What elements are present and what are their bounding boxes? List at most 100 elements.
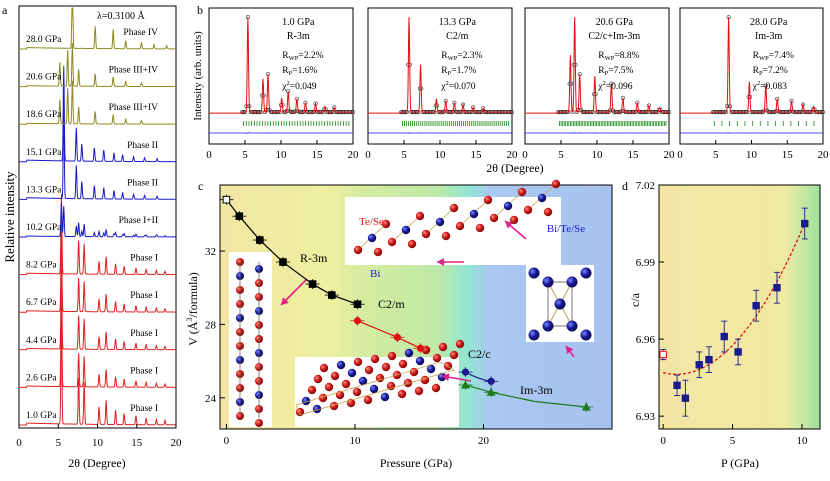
observed-point [332,105,337,110]
difference-curve [525,132,669,134]
x-tick-label: 20 [171,437,183,449]
data-point [801,219,809,228]
pressure-label: 28.0 GPa [750,17,788,28]
atom-te-se [517,187,527,197]
atom-bi [554,298,566,310]
x-tick-label: 0 [16,437,22,449]
phase-label: Phase I [130,366,158,376]
atom-bi [347,368,357,378]
x-tick-label: 15 [628,149,640,161]
label-te-se: Te/Se [359,216,384,228]
phase-label: C2/m [446,31,468,42]
data-point [734,348,742,356]
fit-metric: χ2=0.070 [440,80,475,92]
pressure-label: 1.0 GPa [282,17,315,28]
atom-te-se [387,351,397,361]
phase-label: Phase II [127,178,158,188]
x-tick-label: 15 [131,437,143,449]
fit-metric: RWP=8.8% [598,51,639,62]
atom-te-se [523,205,533,215]
atom-bi [566,320,578,332]
x-tick-label: 10 [276,149,288,161]
atom-bi [415,356,425,366]
x-tick-label: 5 [558,149,564,161]
atom-bi [528,329,540,341]
atom-bi [312,404,322,414]
atom-bi [537,193,547,203]
structure-inset [229,252,272,427]
xrd-pattern [19,7,176,50]
atom-te-se [324,382,334,392]
atom-te-se [329,401,339,411]
x-tick-label: 10 [92,437,104,449]
refinement-subplot: 0 5 10 15 20 28.0 GPa Im-3m RWP=7.4% RP=7.2% χ2=0… [677,7,830,161]
atom-bi [336,360,346,370]
series-label: C2/m [378,297,405,311]
label-bi-te-se: Bi/Te/Se [547,223,585,235]
atom-te-se [341,379,351,389]
panel-b-xlabel: 2θ (Degree) [486,161,543,175]
x-tick-label: 5 [401,149,407,161]
phase-label: Phase I [130,254,158,264]
pressure-label: 28.0 GPa [26,35,62,45]
x-tick-label: 20 [507,149,519,161]
data-point [222,195,231,204]
panel-c-ylabel: V (Å3/formula) [185,272,200,345]
atom-bi [580,267,592,279]
data-point [486,387,496,396]
x-tick-label: 15 [782,149,794,161]
atom-te-se [403,378,413,388]
atom-bi [367,233,377,243]
y-tick-label: 6.93 [636,411,656,423]
atom-te-se [543,207,553,217]
x-tick-label: 20 [818,149,830,161]
xrd-pattern [19,203,176,238]
y-tick-label: 28 [205,319,217,331]
atom-bi [542,276,554,288]
fit-metric: RWP=7.4% [753,51,794,62]
pointer-arrowhead [437,258,444,266]
x-tick-label: 0 [365,149,371,161]
fit-metric: RP=7.2% [753,66,788,77]
atom-te-se [307,385,317,395]
panel-label-c: c [198,179,203,193]
x-tick-label: 0 [660,435,666,447]
panel-d-xlabel: P (GPa) [721,456,759,470]
atom-bi [380,392,390,402]
panel-d-frame [658,184,821,430]
data-point [461,368,470,376]
atom-te-se [370,354,380,364]
pointer-arrowhead [566,346,574,355]
phase-label: Phase II [127,141,158,151]
x-tick-label: 0 [206,149,212,161]
fit-metric: χ2=0.083 [752,80,787,92]
atom-bi [528,267,540,279]
x-tick-label: 0 [522,149,528,161]
phase-label: Phase IV [123,28,158,38]
series-label: C2/c [468,347,491,361]
atom-te-se [509,215,519,225]
atom-te-se [431,383,441,393]
atom-te-se [455,221,465,231]
atom-te-se [387,237,397,247]
fit-metric: RP=7.5% [598,66,633,77]
data-point [279,258,287,266]
atom-bi [404,348,414,358]
panel-c: c 0 10 20 24 28 32 R-3m C2/m C2/c Im-3m Pressure… [185,179,613,470]
x-tick-label: 5 [730,435,736,447]
phase-label: Phase III+IV [109,103,159,113]
data-point [308,280,317,288]
atom-bi [580,329,592,341]
atom-te-se [475,223,485,233]
phase-label: Phase I [130,404,158,414]
pressure-label: 15.1 GPa [26,148,62,158]
wavelength-annotation: λ=0.3100 Å [97,10,145,22]
x-tick-label: 15 [471,149,483,161]
phase-label: Phase III+IV [109,66,159,76]
atom-bi [503,201,513,211]
data-point [353,317,362,325]
atom-bi [437,372,447,382]
panel-b-ylabel: Intensity (arb. units) [192,31,204,121]
x-tick-label: 10 [746,149,758,161]
trend-line [663,223,806,375]
